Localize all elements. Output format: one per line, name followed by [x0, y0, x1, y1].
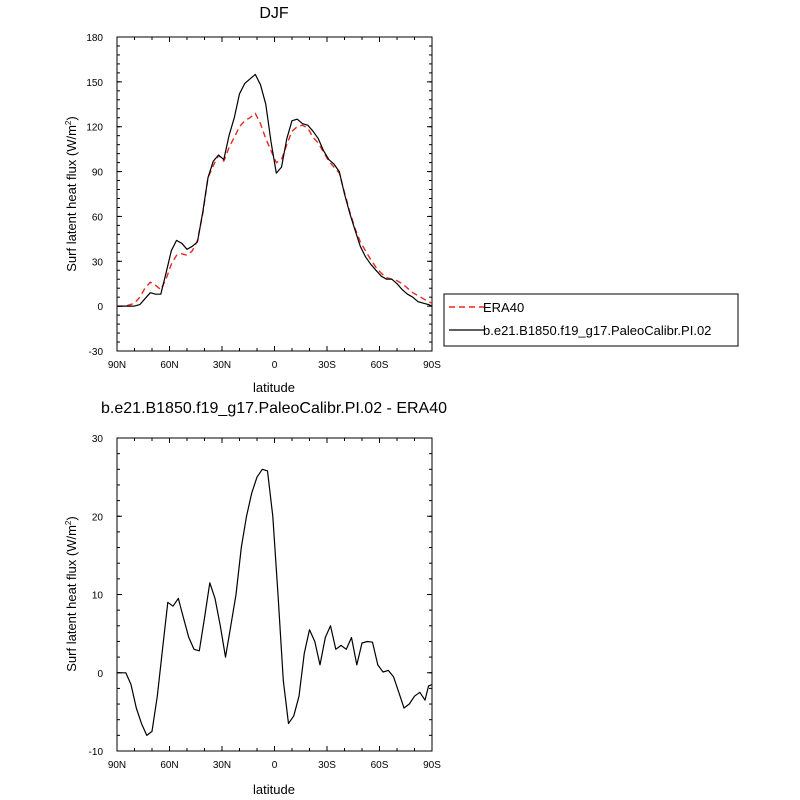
bottom-x-tick-label: 60S: [371, 760, 389, 771]
top-x-tick-label: 0: [272, 360, 278, 371]
bottom-y-tick-label: 20: [92, 512, 104, 523]
top-ticks: 90N 60N 30N 0 30S 60S 90S -30 0 30 60 90 120 150 180: [86, 33, 441, 371]
top-x-tick-label: 60N: [160, 360, 178, 371]
bottom-y-tick-label: 30: [92, 434, 104, 445]
top-x-axis-label: latitude: [253, 380, 295, 395]
bottom-x-tick-label: 30S: [318, 760, 336, 771]
bottom-chart-title: b.e21.B1850.f19_g17.PaleoCalibr.PI.02 - …: [101, 400, 447, 417]
bottom-y-axis-label: Surf latent heat flux (W/m2): [64, 516, 79, 671]
top-y-tick-label: 180: [86, 33, 103, 44]
bottom-y-axis-label-end: ): [64, 516, 79, 520]
bottom-series-line-0: [117, 468, 433, 737]
legend-label-era40: ERA40: [483, 300, 524, 315]
top-y-tick-label: 0: [97, 302, 103, 313]
top-series-line-1: [117, 73, 433, 307]
bottom-x-tick-label: 90N: [108, 760, 126, 771]
legend-label-model: b.e21.B1850.f19_g17.PaleoCalibr.PI.02: [483, 323, 711, 338]
top-x-tick-label: 60S: [371, 360, 389, 371]
top-y-axis-label: Surf latent heat flux (W/m2): [64, 116, 79, 271]
legend-box: [443, 293, 739, 347]
top-plot-frame: [116, 36, 433, 352]
bottom-y-tick-label: -10: [89, 747, 104, 758]
top-x-tick-label: 30N: [213, 360, 231, 371]
top-y-tick-label: -30: [89, 347, 104, 358]
bottom-x-tick-label: 90S: [423, 760, 441, 771]
bottom-x-tick-label: 0: [272, 760, 278, 771]
top-x-tick-label: 90S: [423, 360, 441, 371]
top-x-tick-label: 90N: [108, 360, 126, 371]
top-series-lines: [117, 73, 433, 307]
bottom-x-tick-label: 60N: [160, 760, 178, 771]
top-y-tick-label: 90: [92, 168, 104, 179]
bottom-series-lines: [117, 468, 433, 737]
bottom-ticks: 90N 60N 30N 0 30S 60S 90S -10 0 10 20 30: [89, 434, 442, 771]
top-y-tick-label: 30: [92, 257, 104, 268]
bottom-panel: b.e21.B1850.f19_g17.PaleoCalibr.PI.02 - …: [64, 400, 447, 797]
bottom-y-axis-label-main: Surf latent heat flux (W/m: [64, 525, 79, 672]
top-panel: DJF 90N 60N 30N 0 30S 60S 90S -30 0 30 60 90 120 150 1…: [64, 5, 441, 395]
top-y-tick-label: 150: [86, 78, 103, 89]
top-x-tick-label: 30S: [318, 360, 336, 371]
bottom-plot-frame: [116, 437, 433, 752]
top-chart-title: DJF: [259, 5, 289, 22]
bottom-x-axis-label: latitude: [253, 782, 295, 797]
bottom-y-tick-label: 10: [92, 591, 104, 602]
top-y-axis-label-main: Surf latent heat flux (W/m: [64, 125, 79, 272]
top-y-tick-label: 120: [86, 123, 103, 134]
top-y-axis-label-sup: 2: [64, 120, 73, 125]
top-y-tick-label: 60: [92, 212, 104, 223]
bottom-y-tick-label: 0: [97, 669, 103, 680]
top-y-axis-label-end: ): [64, 116, 79, 120]
bottom-y-axis-label-sup: 2: [64, 520, 73, 525]
legend: ERA40 b.e21.B1850.f19_g17.PaleoCalibr.PI…: [443, 293, 739, 347]
bottom-x-tick-label: 30N: [213, 760, 231, 771]
top-series-line-0: [117, 112, 433, 307]
